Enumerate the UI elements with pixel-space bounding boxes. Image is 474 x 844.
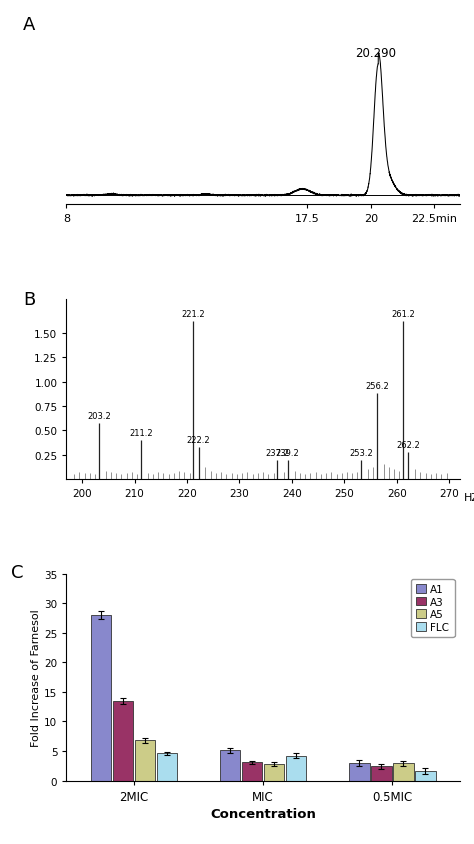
Bar (91, 615, 111, 781)
Text: A: A (23, 16, 36, 35)
Text: 211.2: 211.2 (129, 429, 153, 438)
Text: HZ: HZ (464, 492, 474, 502)
Bar (415, 771, 436, 781)
Text: 262.2: 262.2 (396, 441, 420, 449)
Bar (349, 763, 370, 781)
Bar (264, 764, 284, 781)
Bar (286, 756, 306, 781)
Text: 256.2: 256.2 (365, 382, 389, 391)
X-axis label: Concentration: Concentration (210, 807, 316, 820)
Bar (371, 766, 392, 781)
Bar (242, 762, 262, 781)
Legend: A1, A3, A5, FLC: A1, A3, A5, FLC (410, 579, 455, 637)
Text: 221.2: 221.2 (182, 310, 205, 319)
Text: 20.290: 20.290 (356, 46, 396, 59)
Bar (393, 764, 414, 781)
Text: C: C (11, 564, 24, 582)
Bar (112, 701, 133, 781)
Bar (135, 740, 155, 781)
Text: 222.2: 222.2 (187, 436, 210, 445)
Text: 253.2: 253.2 (349, 448, 373, 457)
Bar (156, 754, 177, 781)
Text: B: B (23, 290, 36, 309)
Text: 237.2: 237.2 (265, 448, 289, 457)
Text: 261.2: 261.2 (391, 310, 415, 319)
Text: 239.2: 239.2 (276, 448, 300, 457)
Bar (220, 750, 240, 781)
Y-axis label: Fold Increase of Farnesol: Fold Increase of Farnesol (31, 609, 41, 746)
Text: 203.2: 203.2 (87, 411, 111, 420)
